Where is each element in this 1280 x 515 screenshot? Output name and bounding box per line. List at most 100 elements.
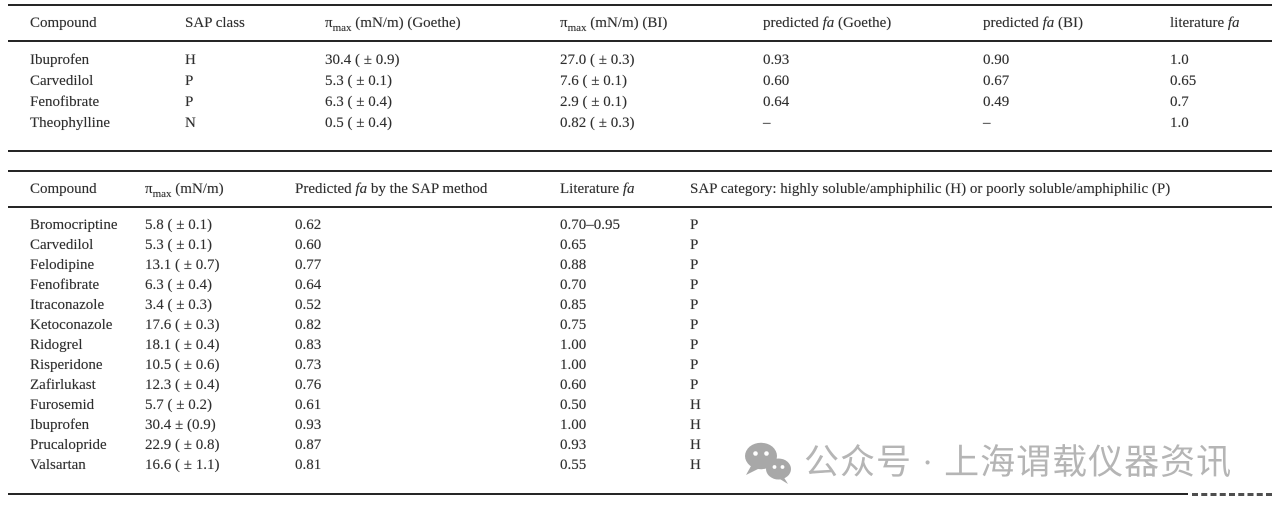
cell: Carvedilol	[30, 237, 94, 253]
header-row: Compound πmax (mN/m) Predicted fa by the S…	[8, 171, 1272, 208]
cell: 16.6 ( ± 1.1)	[145, 457, 220, 473]
header-cell: SAP category: highly soluble/amphiphilic…	[690, 171, 1272, 208]
cell: Furosemid	[30, 397, 95, 413]
bottom-rule-dashed-tail	[1192, 493, 1272, 496]
cell: 0.65	[560, 237, 587, 253]
cell: P	[690, 317, 699, 333]
header-row: Compound SAP class πmax (mN/m) (Goethe) πma…	[8, 5, 1272, 42]
cell: Risperidone	[30, 357, 103, 373]
cell: Prucalopride	[30, 437, 107, 453]
cell: 0.93	[763, 52, 790, 68]
header-cell: SAP class	[185, 5, 325, 42]
cell: 17.6 ( ± 0.3)	[145, 317, 220, 333]
cell: 0.60	[295, 237, 322, 253]
cell: P	[690, 217, 699, 233]
cell: P	[690, 237, 699, 253]
watermark-text: 公众号 · 上海谓载仪器资讯	[804, 443, 1233, 482]
header-cell: predicted fa (BI)	[983, 5, 1170, 42]
table-row: Furosemid 5.7 ( ± 0.2) 0.61 0.50 H	[8, 395, 1272, 415]
cell: 1.00	[560, 337, 587, 353]
cell: Theophylline	[30, 115, 110, 131]
cell: 0.55	[560, 457, 587, 473]
cell: H	[690, 437, 701, 453]
cell: 10.5 ( ± 0.6)	[145, 357, 220, 373]
cell: Zafirlukast	[30, 377, 96, 393]
cell: 27.0 ( ± 0.3)	[560, 52, 635, 68]
header-cell: literature fa	[1170, 5, 1272, 42]
cell: 0.65	[1170, 73, 1197, 89]
cell: Carvedilol	[30, 73, 94, 89]
cell: 5.8 ( ± 0.1)	[145, 217, 212, 233]
header-cell: Compound	[8, 5, 185, 42]
cell: 0.82 ( ± 0.3)	[560, 115, 635, 131]
table-row: Itraconazole 3.4 ( ± 0.3) 0.52 0.85 P	[8, 295, 1272, 315]
watermark: 公众号 · 上海谓载仪器资讯	[744, 441, 1232, 485]
table-pampa-goethe-bi-comparison: Compound SAP class πmax (mN/m) (Goethe) πma…	[8, 4, 1272, 152]
cell: N	[185, 115, 196, 131]
cell: Ibuprofen	[30, 417, 90, 433]
cell: 12.3 ( ± 0.4)	[145, 377, 220, 393]
cell: 0.93	[560, 437, 587, 453]
header-cell: Compound	[8, 171, 145, 208]
cell: P	[690, 357, 699, 373]
cell: 0.67	[983, 73, 1010, 89]
cell: Fenofibrate	[30, 94, 100, 110]
cell: 0.70	[560, 277, 587, 293]
cell: P	[690, 257, 699, 273]
cell: 0.77	[295, 257, 322, 273]
cell: Itraconazole	[30, 297, 105, 313]
cell: 3.4 ( ± 0.3)	[145, 297, 212, 313]
cell: 0.49	[983, 94, 1010, 110]
wechat-icon	[745, 442, 791, 484]
cell: 6.3 ( ± 0.4)	[145, 277, 212, 293]
cell: Ketoconazole	[30, 317, 113, 333]
cell: 0.90	[983, 52, 1010, 68]
cell: 0.61	[295, 397, 322, 413]
cell: 0.7	[1170, 94, 1189, 110]
table-row: Prucalopride 22.9 ( ± 0.8) 0.87 0.93 H	[8, 435, 1272, 455]
cell: 0.93	[295, 417, 322, 433]
cell: 1.0	[1170, 115, 1189, 131]
cell: 5.7 ( ± 0.2)	[145, 397, 212, 413]
cell: 1.0	[1170, 52, 1189, 68]
cell: 0.76	[295, 377, 322, 393]
header-cell: Literature fa	[560, 171, 690, 208]
table-row: Carvedilol 5.3 ( ± 0.1) 0.60 0.65 P	[8, 235, 1272, 255]
table-row: Felodipine 13.1 ( ± 0.7) 0.77 0.88 P	[8, 255, 1272, 275]
cell: Ibuprofen	[30, 52, 90, 68]
cell: 5.3 ( ± 0.1)	[145, 237, 212, 253]
table-row: Ibuprofen 30.4 ± (0.9) 0.93 1.00 H	[8, 415, 1272, 435]
cell: 30.4 ( ± 0.9)	[325, 52, 400, 68]
cell: 0.64	[763, 94, 790, 110]
table-row: Carvedilol P 5.3 ( ± 0.1) 7.6 ( ± 0.1) 0.60 0…	[8, 71, 1272, 92]
cell: 0.82	[295, 317, 322, 333]
cell: 0.52	[295, 297, 322, 313]
table-row: Ridogrel 18.1 ( ± 0.4) 0.83 1.00 P	[8, 335, 1272, 355]
cell: –	[763, 115, 771, 131]
table-row: Fenofibrate P 6.3 ( ± 0.4) 2.9 ( ± 0.1) 0.64…	[8, 92, 1272, 113]
cell: 0.5 ( ± 0.4)	[325, 115, 392, 131]
cell: P	[690, 277, 699, 293]
cell: 0.88	[560, 257, 587, 273]
cell: 0.62	[295, 217, 322, 233]
table-row: Theophylline N 0.5 ( ± 0.4) 0.82 ( ± 0.3) – –…	[8, 113, 1272, 151]
table-row: Zafirlukast 12.3 ( ± 0.4) 0.76 0.60 P	[8, 375, 1272, 395]
table-row: Ibuprofen H 30.4 ( ± 0.9) 27.0 ( ± 0.3) 0.93…	[8, 41, 1272, 71]
header-cell: πmax (mN/m)	[145, 171, 295, 208]
cell: H	[690, 397, 701, 413]
cell: –	[983, 115, 991, 131]
cell: 0.75	[560, 317, 587, 333]
cell: 7.6 ( ± 0.1)	[560, 73, 627, 89]
cell: 0.70–0.95	[560, 217, 620, 233]
cell: Fenofibrate	[30, 277, 100, 293]
cell: 13.1 ( ± 0.7)	[145, 257, 220, 273]
header-cell: πmax (mN/m) (BI)	[560, 5, 763, 42]
cell: P	[690, 297, 699, 313]
cell: 0.83	[295, 337, 322, 353]
cell: H	[185, 52, 196, 68]
cell: 2.9 ( ± 0.1)	[560, 94, 627, 110]
cell: H	[690, 417, 701, 433]
cell: Bromocriptine	[30, 217, 118, 233]
cell: Valsartan	[30, 457, 86, 473]
